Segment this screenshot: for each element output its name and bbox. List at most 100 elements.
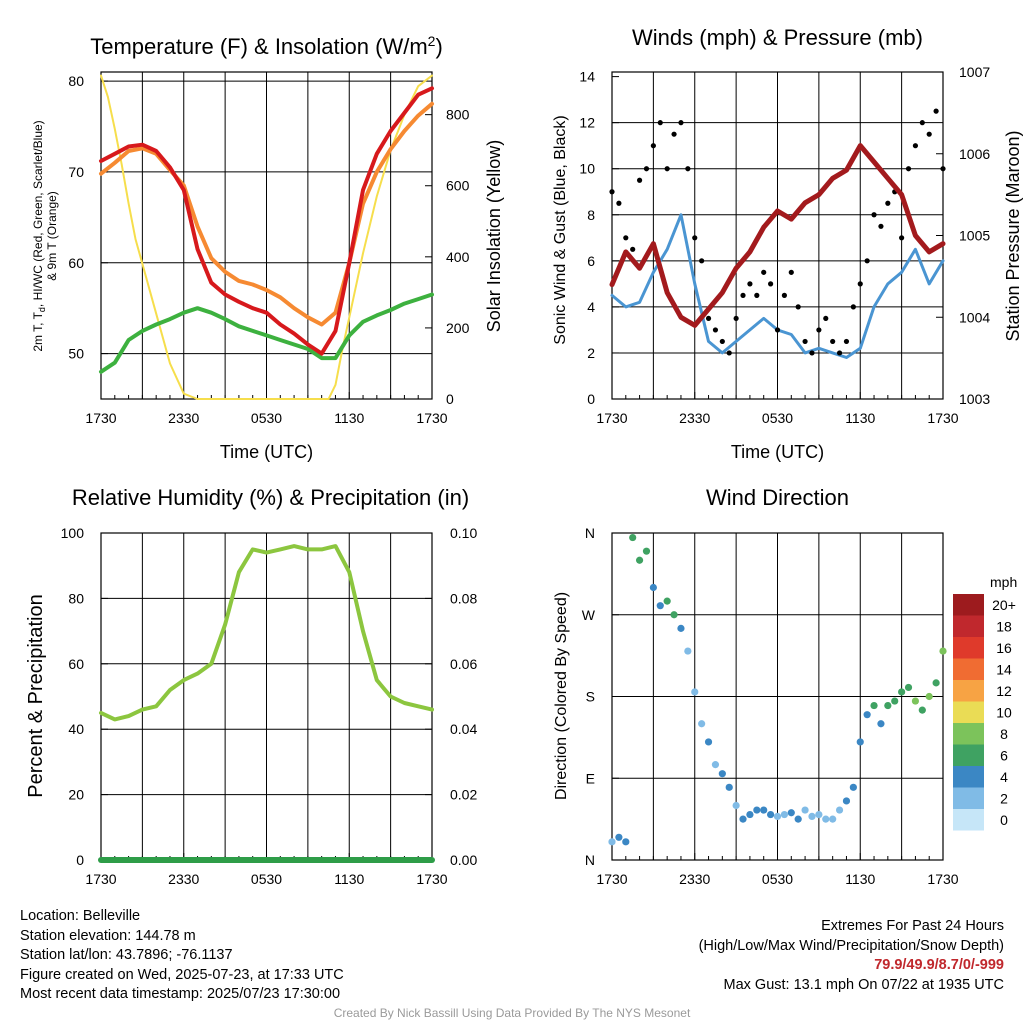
wdir-point	[615, 833, 623, 841]
wdir-point	[835, 806, 844, 814]
winds-gust-point	[678, 120, 684, 126]
wdir-point	[704, 738, 713, 746]
wdir-xtick-label: 1730	[596, 871, 627, 887]
winds-gust-point	[899, 235, 905, 241]
temp-y2tick-label: 0	[446, 391, 454, 407]
wdir-point	[746, 810, 754, 819]
winds-gust-point	[857, 281, 863, 287]
winds-gust-point	[836, 350, 843, 356]
extremes-panel: Extremes For Past 24 Hours (High/Low/Max…	[699, 917, 1004, 995]
wdir-legend-swatch	[953, 615, 984, 637]
winds-ytick-label: 12	[579, 115, 595, 131]
wdir-point	[684, 647, 692, 655]
winds-ylabel: Sonic Wind & Gust (Blue, Black)	[552, 115, 569, 344]
wdir-point	[829, 815, 837, 823]
rh-y2tick-label: 0.10	[450, 525, 477, 541]
temp-y2tick-label: 600	[446, 178, 470, 194]
wdir-legend-swatch	[953, 594, 984, 616]
temp-series-2m-td	[99, 292, 434, 374]
winds-gust-point	[774, 327, 781, 333]
winds-title: Winds (mph) & Pressure (mb)	[632, 25, 923, 50]
winds-gust-point	[933, 108, 939, 114]
wdir-point	[767, 810, 775, 819]
wdir-ylabel: Direction (Colored By Speed)	[553, 592, 570, 800]
winds-gust-point	[712, 327, 719, 333]
winds-gust-point	[809, 350, 815, 356]
temp-ytick-label: 80	[68, 73, 84, 89]
winds-gust-point	[761, 269, 767, 275]
wdir-title: Wind Direction	[706, 485, 849, 510]
winds-gust-point	[843, 338, 850, 345]
wdir-point	[877, 720, 885, 728]
temp-y2tick-label: 400	[446, 249, 470, 265]
wdir-point	[904, 683, 913, 692]
winds-ytick-label: 6	[587, 253, 595, 269]
temp-panel: 1730 2330 0530 1130 1730 Temperature (F) & In…	[31, 33, 504, 462]
wdir-point	[635, 556, 644, 564]
wdir-ytick-label: E	[586, 770, 595, 786]
temp-xlabel: Time (UTC)	[220, 442, 313, 462]
winds-gust-point	[781, 292, 787, 298]
winds-ytick-label: 2	[587, 345, 595, 361]
wdir-legend-label: 12	[996, 683, 1012, 699]
winds-gust-point	[864, 258, 870, 264]
winds-gust-point	[788, 269, 794, 275]
rh-series-humidity	[99, 544, 434, 722]
wdir-point	[808, 812, 816, 821]
station-info: Location: Belleville Station elevation: …	[20, 907, 344, 1005]
temp-ylabel-line2: & 9m T (Orange)	[45, 191, 59, 281]
winds-gust-point	[940, 166, 946, 172]
winds-y2tick-label: 1003	[959, 391, 990, 407]
temp-y2tick-label: 200	[446, 320, 470, 336]
wdir-point	[663, 597, 671, 605]
winds-ytick-label: 8	[587, 207, 595, 223]
wdir-ytick-label: N	[585, 852, 595, 868]
winds-gust-point	[692, 235, 698, 241]
rh-ytick-label: 60	[68, 656, 84, 672]
winds-gust-point	[768, 281, 774, 287]
winds-ytick-label: 4	[587, 299, 595, 315]
winds-y2tick-label: 1007	[959, 64, 990, 80]
winds-gust-point	[609, 189, 615, 195]
wdir-point	[629, 533, 637, 542]
winds-gust-point	[685, 166, 691, 172]
wdir-legend-swatch	[953, 787, 984, 809]
temp-ylabel: 2m T, Td, HI/WC (Red, Green, Scarlet/Blu…	[31, 120, 47, 351]
rh-xtick-label: 1730	[85, 871, 116, 887]
wdir-legend-swatch	[953, 723, 984, 745]
wdir-point	[760, 806, 768, 814]
winds-gust-point	[699, 258, 705, 264]
wdir-point	[911, 697, 920, 705]
wdir-point	[698, 720, 706, 728]
wdir-xtick-label: 1130	[845, 871, 875, 887]
extremes-subheading: (High/Low/Max Wind/Precipitation/Snow De…	[698, 937, 1004, 954]
rh-xtick-label: 1730	[416, 871, 447, 887]
wdir-point	[677, 624, 685, 632]
wdir-point	[718, 770, 726, 778]
rh-ytick-label: 0	[76, 852, 84, 868]
wdir-point	[932, 679, 940, 687]
winds-series-pressure	[609, 143, 946, 328]
wdir-point	[822, 815, 830, 823]
wdir-point	[711, 761, 720, 769]
winds-gust-point	[636, 177, 643, 183]
extremes-values: 79.9/49.9/8.7/0/-999	[874, 957, 1004, 974]
wdir-point	[725, 783, 733, 791]
winds-xlabel: Time (UTC)	[731, 442, 824, 462]
winds-gust-point	[905, 166, 912, 172]
wdir-legend-swatch	[953, 658, 984, 680]
wdir-legend-swatch	[953, 809, 984, 831]
winds-y2tick-label: 1006	[959, 146, 990, 162]
winds-gust-point	[816, 327, 822, 333]
wdir-ytick-label: N	[585, 525, 595, 541]
winds-gust-point	[754, 292, 760, 298]
wdir-xtick-label: 2330	[679, 871, 710, 887]
winds-gust-point	[919, 120, 925, 126]
wdir-legend-swatch	[953, 766, 984, 788]
wdir-legend-label: 0	[1000, 812, 1008, 828]
winds-gust-point	[850, 304, 856, 310]
wdir-point	[732, 801, 740, 810]
wdir-xtick-label: 1730	[927, 871, 958, 887]
winds-gust-point	[719, 338, 725, 345]
wdir-point	[649, 583, 657, 592]
